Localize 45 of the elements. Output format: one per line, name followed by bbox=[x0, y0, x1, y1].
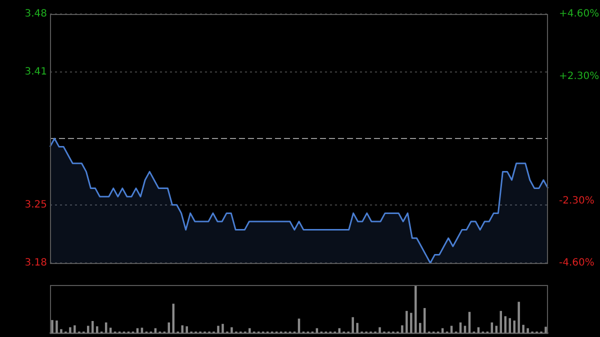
bar bbox=[60, 329, 62, 333]
bar bbox=[356, 322, 358, 333]
bar bbox=[544, 326, 547, 333]
bar bbox=[186, 326, 188, 333]
bar bbox=[172, 304, 174, 333]
bar bbox=[181, 325, 184, 333]
y-tick-label: 3.25 bbox=[24, 199, 47, 210]
bar bbox=[518, 302, 520, 333]
bar bbox=[378, 327, 381, 333]
bar bbox=[508, 318, 511, 333]
bar bbox=[136, 328, 139, 333]
bar bbox=[217, 326, 220, 333]
y2-tick-label: -4.60% bbox=[559, 258, 594, 269]
bar bbox=[316, 328, 318, 333]
bar bbox=[522, 324, 524, 333]
bar bbox=[513, 320, 516, 333]
bar bbox=[56, 320, 58, 333]
bar bbox=[338, 328, 340, 333]
bar bbox=[69, 327, 72, 333]
y-tick-label: 3.48 bbox=[24, 8, 47, 20]
y-tick-label: 3.41 bbox=[24, 66, 47, 78]
bar bbox=[401, 325, 404, 333]
bar bbox=[248, 328, 251, 333]
bar bbox=[140, 328, 144, 333]
bar bbox=[74, 325, 76, 333]
bar bbox=[222, 324, 224, 333]
bar bbox=[298, 318, 300, 333]
bar bbox=[414, 285, 417, 333]
y2-tick-label: -2.30% bbox=[559, 195, 594, 206]
bar bbox=[109, 328, 112, 333]
bar bbox=[504, 316, 506, 333]
bar bbox=[419, 322, 422, 333]
bar bbox=[410, 312, 412, 333]
y2-tick-label: +4.60% bbox=[559, 8, 600, 20]
bar bbox=[406, 310, 408, 333]
bar bbox=[154, 328, 157, 333]
bar bbox=[230, 327, 233, 333]
bar bbox=[441, 328, 444, 333]
bar bbox=[87, 326, 90, 333]
bar bbox=[51, 320, 54, 333]
y-tick-label: 3.18 bbox=[24, 258, 47, 269]
bar bbox=[352, 317, 354, 333]
y2-tick-label: +2.30% bbox=[559, 70, 600, 82]
bar bbox=[477, 327, 480, 333]
bar bbox=[526, 328, 529, 333]
